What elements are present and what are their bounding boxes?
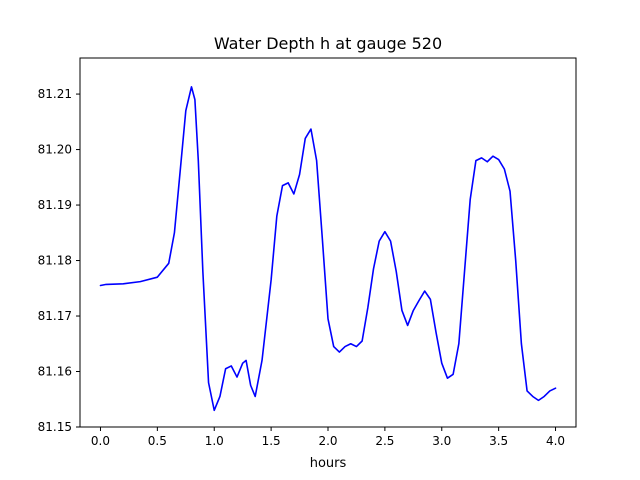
y-tick-label: 81.20: [38, 143, 72, 157]
x-tick-label: 0.5: [148, 434, 167, 448]
y-tick-label: 81.19: [38, 198, 72, 212]
axis-ticks: 0.0 0.5 1.0 1.5 2.0 2.5 3.0 3.5 4.0 81.15 81.16 81.…: [38, 87, 565, 448]
chart-title: Water Depth h at gauge 520: [214, 34, 442, 53]
x-tick-label: 2.0: [318, 434, 337, 448]
x-tick-label: 1.5: [262, 434, 281, 448]
x-tick-label: 1.0: [205, 434, 224, 448]
x-tick-label: 3.0: [432, 434, 451, 448]
x-tick-label: 0.0: [91, 434, 110, 448]
x-axis-label: hours: [310, 456, 347, 471]
y-tick-label: 81.17: [38, 309, 72, 323]
x-tick-label: 2.5: [375, 434, 394, 448]
x-tick-label: 3.5: [489, 434, 508, 448]
y-tick-label: 81.16: [38, 365, 72, 379]
series-line-0: [99, 86, 557, 412]
y-tick-label: 81.18: [38, 254, 72, 268]
x-tick-label: 4.0: [546, 434, 565, 448]
y-tick-label: 81.21: [38, 87, 72, 101]
y-tick-label: 81.15: [38, 420, 72, 434]
axes-frame: [79, 57, 577, 428]
plot-area: [99, 86, 557, 412]
